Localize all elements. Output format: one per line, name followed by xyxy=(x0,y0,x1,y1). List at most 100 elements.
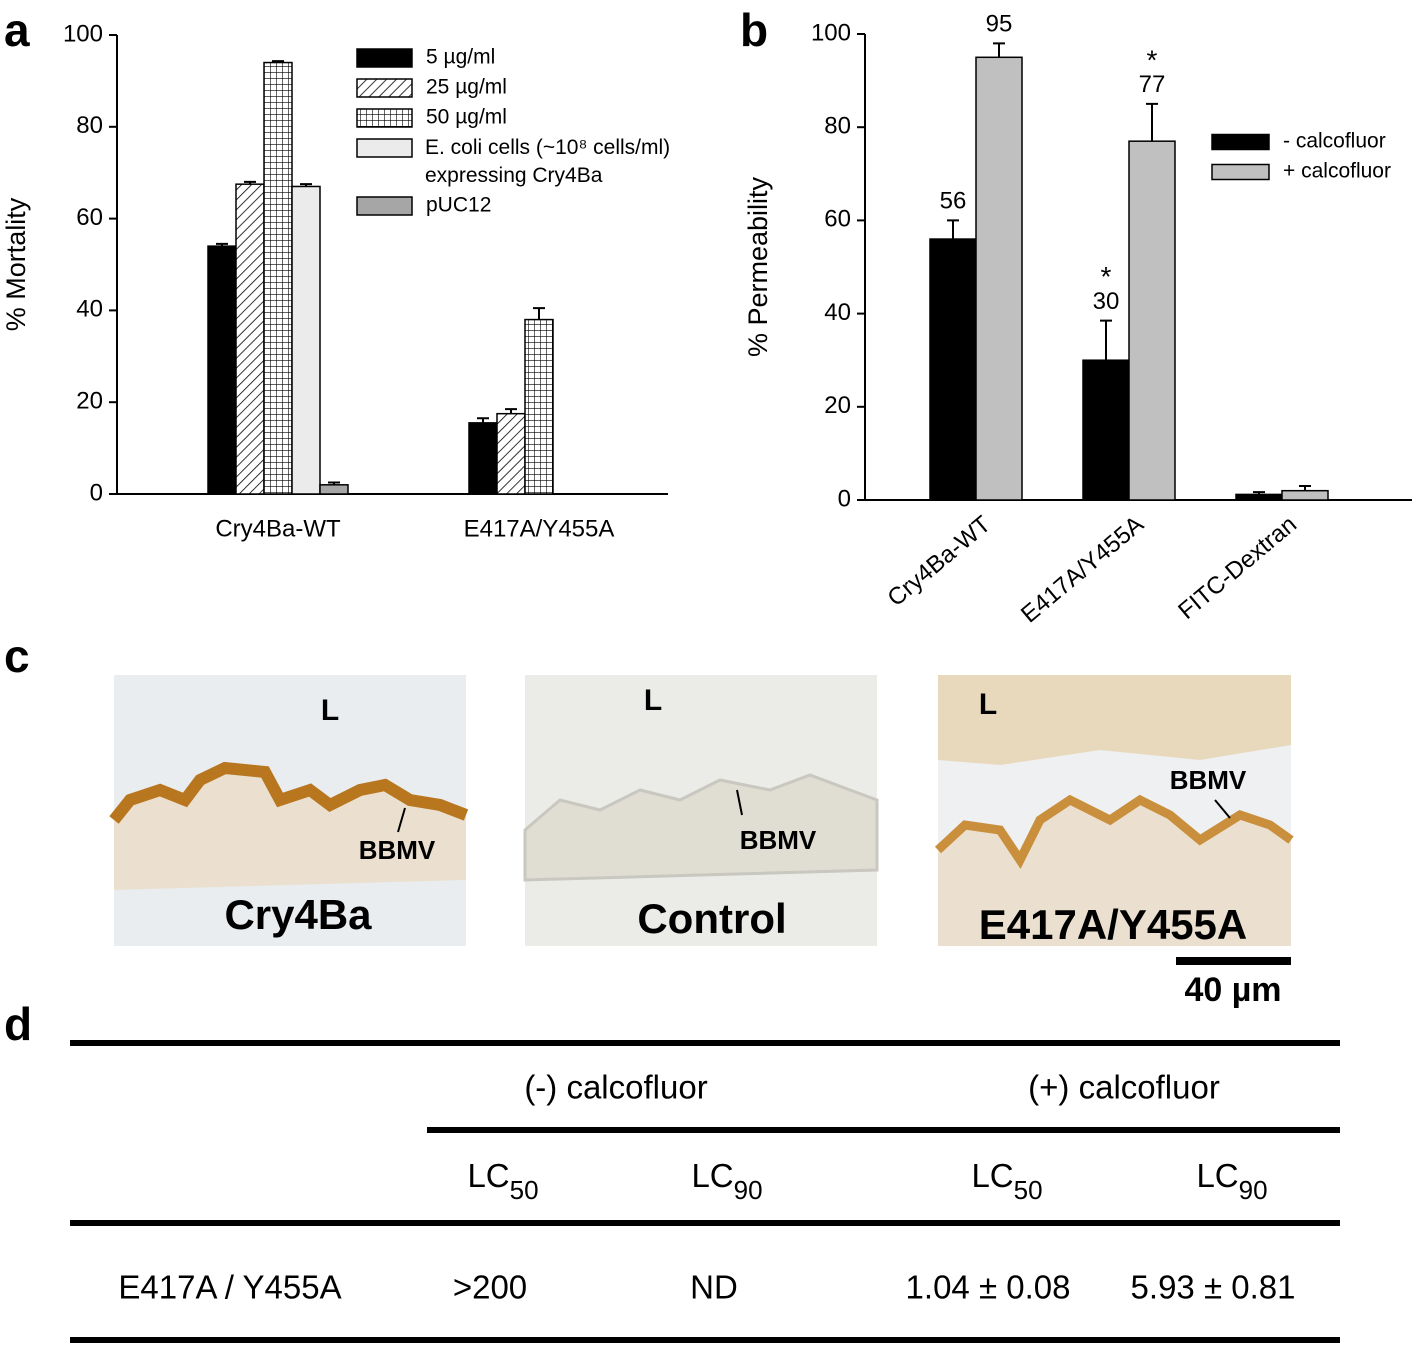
panel-label: d xyxy=(4,998,32,1050)
error-bar xyxy=(533,307,545,320)
error-bar xyxy=(1253,491,1265,495)
micrograph: L BBMV Cry4Ba xyxy=(109,675,469,946)
column-header-base: LC xyxy=(467,1157,509,1194)
y-tick-label: 40 xyxy=(76,296,103,323)
y-tick-label: 80 xyxy=(824,113,851,140)
bbmv-label: BBMV xyxy=(1170,765,1247,795)
bar xyxy=(1235,493,1283,501)
x-tick-label: Cry4Ba-WT xyxy=(215,515,341,542)
column-header-sub: 50 xyxy=(510,1175,539,1205)
table-cell: 1.04 ± 0.08 xyxy=(906,1269,1071,1306)
x-tick-label: Cry4Ba-WT xyxy=(883,511,997,612)
data-label: 95 xyxy=(986,11,1013,38)
bbmv-label: BBMV xyxy=(740,825,817,855)
column-header-sub: 50 xyxy=(1014,1175,1043,1205)
error-bar xyxy=(300,183,312,187)
column-header-base: LC xyxy=(691,1157,733,1194)
legend-swatch xyxy=(356,196,413,216)
y-tick-label: 100 xyxy=(811,19,851,46)
legend-swatch xyxy=(356,108,413,128)
significance-marker: * xyxy=(1147,44,1158,75)
bar xyxy=(207,245,237,495)
error-bar xyxy=(1100,319,1112,361)
bbmv-label: BBMV xyxy=(359,835,436,865)
data-label: 77 xyxy=(1139,71,1166,98)
error-bar xyxy=(1299,485,1311,491)
group-header: (-) calcofluor xyxy=(524,1069,707,1106)
bar xyxy=(319,484,349,495)
table-cell: E417A / Y455A xyxy=(118,1269,341,1306)
column-header-sub: 90 xyxy=(734,1175,763,1205)
error-bar xyxy=(272,60,284,63)
error-bar xyxy=(947,219,959,240)
bar xyxy=(1128,140,1176,501)
column-header: LC50 xyxy=(467,1157,538,1205)
panel-label: b xyxy=(740,4,768,56)
legend-swatch xyxy=(356,138,413,158)
x-tick-label: FITC-Dextran xyxy=(1173,511,1302,625)
y-tick-label: 20 xyxy=(76,388,103,415)
legend-label: pUC12 xyxy=(426,194,491,217)
legend-label: 50 µg/ml xyxy=(426,106,507,129)
table-cell: ND xyxy=(690,1269,738,1306)
legend-swatch xyxy=(356,48,413,68)
bar xyxy=(929,238,977,501)
scale-bar xyxy=(1176,957,1291,965)
y-tick-label: 100 xyxy=(63,20,103,47)
bar xyxy=(1281,489,1329,501)
y-tick-label: 20 xyxy=(824,392,851,419)
lumen-label: L xyxy=(979,688,997,721)
bar xyxy=(524,318,554,495)
micrograph: L BBMV E417A/Y455A xyxy=(934,675,1294,948)
error-bar xyxy=(216,242,228,247)
legend-label: E. coli cells (~10⁸ cells/ml) expressing… xyxy=(425,136,671,187)
error-bar xyxy=(993,42,1005,58)
legend-swatch xyxy=(356,78,413,98)
bar xyxy=(291,185,321,495)
y-tick-label: 80 xyxy=(76,112,103,139)
column-header-sub: 90 xyxy=(1239,1175,1268,1205)
error-bar xyxy=(477,417,489,423)
table: (-) calcofluor (+) calcofluor xyxy=(70,1040,1340,1343)
y-axis-label: % Permeability xyxy=(743,176,773,357)
error-bar xyxy=(505,408,517,414)
column-header: LC50 xyxy=(971,1157,1042,1205)
y-tick-label: 60 xyxy=(824,206,851,233)
data-label: 30 xyxy=(1093,288,1120,315)
legend-label: 25 µg/ml xyxy=(426,76,507,99)
data-label: 56 xyxy=(940,188,967,215)
y-tick-label: 60 xyxy=(76,204,103,231)
group-header: (+) calcofluor xyxy=(1028,1069,1220,1106)
column-header: LC90 xyxy=(1196,1157,1267,1205)
bar xyxy=(468,422,498,495)
panel-label: c xyxy=(4,630,30,682)
legend-label: E. coli cells (~10⁸ cells/ml) expressing… xyxy=(425,136,671,187)
legend-swatch xyxy=(1211,163,1270,181)
y-tick-label: 0 xyxy=(90,479,103,506)
scale-bar-label: 40 µm xyxy=(1184,971,1281,1009)
table-cell: 5.93 ± 0.81 xyxy=(1131,1269,1296,1306)
legend-label: - calcofluor xyxy=(1283,130,1386,153)
caption: Cry4Ba xyxy=(224,891,372,938)
legend-label: + calcofluor xyxy=(1283,160,1391,183)
error-bar xyxy=(244,180,256,185)
micrograph: L BBMV Control xyxy=(523,675,879,946)
column-header: LC90 xyxy=(691,1157,762,1205)
bar xyxy=(496,412,526,495)
y-tick-label: 0 xyxy=(838,485,851,512)
panel-label: a xyxy=(4,4,30,56)
y-tick-label: 40 xyxy=(824,299,851,326)
x-tick-label: E417A/Y455A xyxy=(464,515,615,542)
column-header-base: LC xyxy=(1196,1157,1238,1194)
lumen-label: L xyxy=(321,694,339,727)
error-bar xyxy=(1146,102,1158,142)
error-bar xyxy=(328,481,340,485)
x-tick-label: E417A/Y455A xyxy=(1016,511,1149,629)
significance-marker: * xyxy=(1101,261,1112,292)
bar xyxy=(1082,359,1130,501)
y-axis-label: % Mortality xyxy=(1,197,31,331)
legend-swatch xyxy=(1211,133,1270,151)
legend-label: 5 µg/ml xyxy=(426,46,495,69)
lumen-label: L xyxy=(644,684,662,717)
table-cell: >200 xyxy=(453,1269,527,1306)
